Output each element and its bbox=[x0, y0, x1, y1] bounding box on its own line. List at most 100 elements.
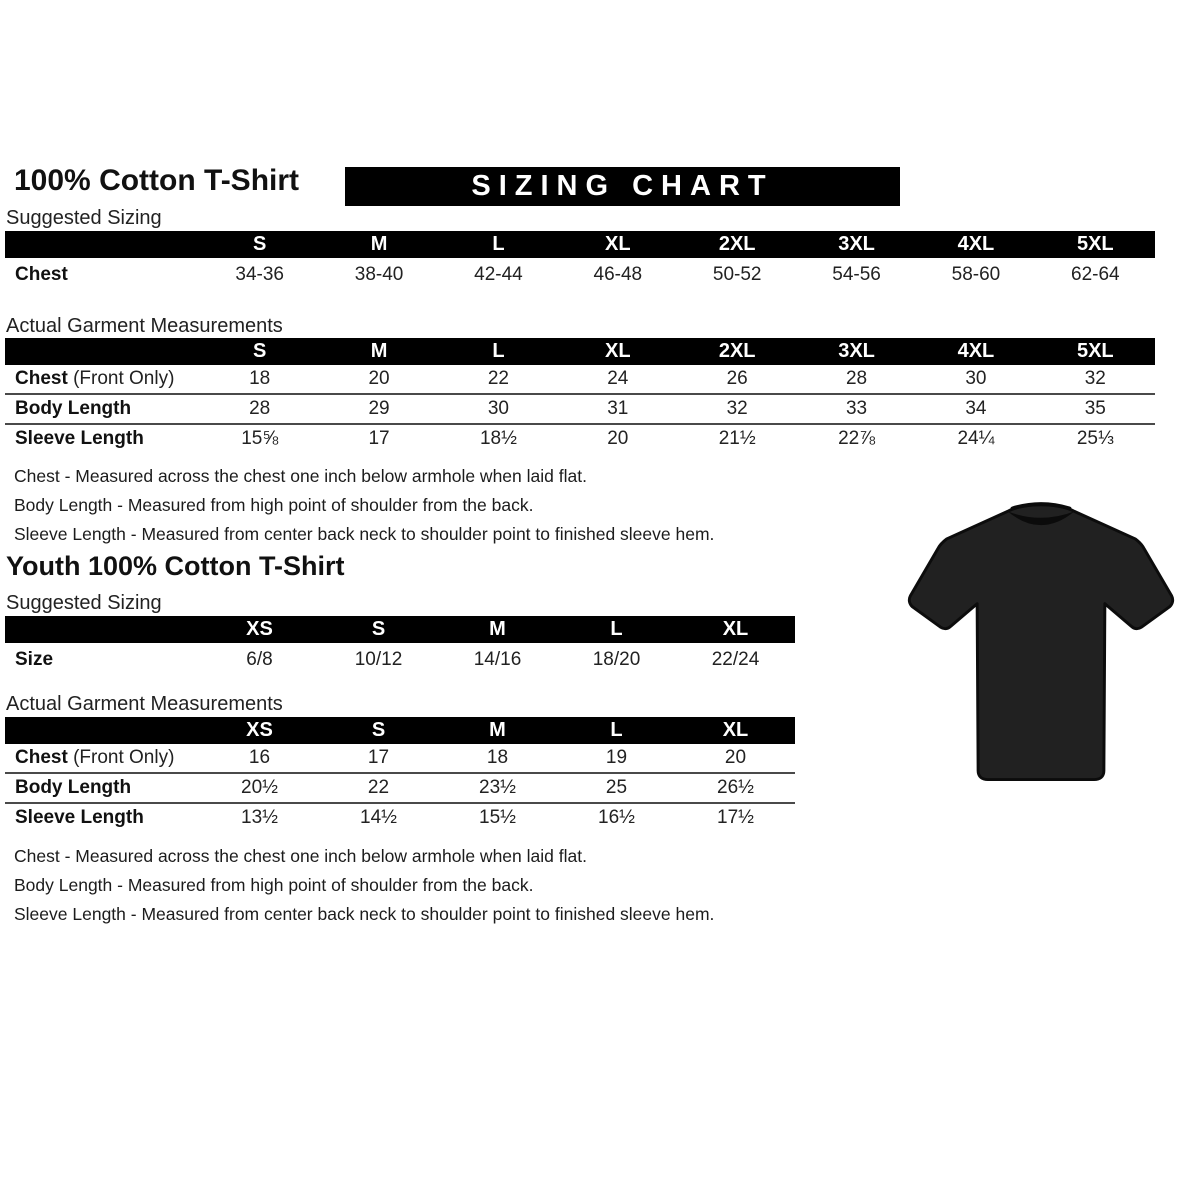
measurement-value: 16 bbox=[200, 744, 319, 774]
adult-suggested-heading: Suggested Sizing bbox=[6, 207, 162, 229]
youth-actual-table: XS S M L XL Chest (Front Only) 16 17 18 … bbox=[5, 717, 795, 832]
row-label-main: Chest bbox=[15, 747, 68, 768]
column-header-blank bbox=[5, 717, 200, 744]
measurement-value: 20 bbox=[607, 428, 629, 449]
measurement-value: 26½ bbox=[676, 773, 795, 804]
youth-actual-header-row: XS S M L XL bbox=[5, 717, 795, 744]
adult-chest-row: Chest (Front Only) 18 20 22 24 26 28 30 … bbox=[5, 365, 1155, 395]
measurement-note: Body Length - Measured from high point o… bbox=[14, 495, 534, 515]
measurement-value: 30 bbox=[916, 365, 1036, 395]
measurement-value: 21½ bbox=[718, 428, 756, 449]
adult-body-length-row: Body Length 28 29 30 31 32 33 34 35 bbox=[5, 394, 1155, 425]
measurement-value: 20½ bbox=[200, 773, 319, 804]
column-header: M bbox=[319, 338, 439, 365]
row-label-main: Chest bbox=[15, 368, 68, 389]
measurement-value: 17½ bbox=[717, 807, 754, 828]
column-header: M bbox=[319, 231, 439, 258]
adult-actual-header-row: S M L XL 2XL 3XL 4XL 5XL bbox=[5, 338, 1155, 365]
column-header: L bbox=[557, 717, 676, 744]
column-header: 3XL bbox=[796, 231, 917, 258]
column-header-blank bbox=[5, 231, 200, 258]
youth-suggested-heading: Suggested Sizing bbox=[6, 592, 162, 614]
measurement-value: 28 bbox=[796, 365, 917, 395]
row-label-suffix: (Front Only) bbox=[67, 368, 175, 389]
measurement-value: 35 bbox=[1035, 394, 1155, 425]
size-value: 50-52 bbox=[712, 264, 762, 285]
adult-measurement-notes: Chest - Measured across the chest one in… bbox=[14, 462, 714, 549]
youth-size-row: Size 6/8 10/12 14/16 18/20 22/24 bbox=[5, 643, 795, 677]
column-header: 4XL bbox=[916, 338, 1036, 365]
measurement-value: 20 bbox=[319, 365, 439, 395]
youth-measurement-notes: Chest - Measured across the chest one in… bbox=[14, 842, 714, 929]
measurement-value: 13½ bbox=[241, 807, 278, 828]
size-value: 34-36 bbox=[235, 264, 284, 285]
column-header: XL bbox=[558, 231, 678, 258]
youth-suggested-header-row: XS S M L XL bbox=[5, 616, 795, 643]
measurement-value: 17 bbox=[368, 428, 390, 449]
measurement-value: 25 bbox=[557, 773, 676, 804]
row-label: Chest (Front Only) bbox=[5, 744, 200, 774]
measurement-value: 15⅝ bbox=[241, 428, 279, 449]
column-header: 5XL bbox=[1035, 338, 1155, 365]
measurement-value: 33 bbox=[796, 394, 917, 425]
size-value: 54-56 bbox=[832, 264, 881, 285]
measurement-note: Sleeve Length - Measured from center bac… bbox=[14, 524, 715, 544]
tshirt-back-collar-line bbox=[1010, 502, 1072, 511]
size-value: 58-60 bbox=[951, 264, 1001, 285]
size-value: 14/16 bbox=[473, 649, 522, 670]
size-value: 10/12 bbox=[354, 649, 403, 670]
row-label: Body Length bbox=[5, 394, 200, 425]
measurement-value: 18 bbox=[438, 744, 557, 774]
measurement-value: 25⅓ bbox=[1076, 428, 1114, 449]
measurement-note: Body Length - Measured from high point o… bbox=[14, 875, 534, 895]
column-header-blank bbox=[5, 338, 200, 365]
measurement-value: 20 bbox=[676, 744, 795, 774]
size-value: 6/8 bbox=[246, 649, 273, 670]
column-header: S bbox=[319, 717, 438, 744]
size-value: 42-44 bbox=[474, 264, 523, 285]
size-value: 62-64 bbox=[1071, 264, 1120, 285]
column-header: 5XL bbox=[1035, 231, 1155, 258]
youth-body-length-row: Body Length 20½ 22 23½ 25 26½ bbox=[5, 773, 795, 804]
adult-suggested-table: S M L XL 2XL 3XL 4XL 5XL Chest 34-36 38-… bbox=[5, 231, 1155, 292]
measurement-value: 28 bbox=[200, 394, 320, 425]
sizing-chart-banner-label: SIZING CHART bbox=[471, 170, 774, 202]
measurement-value: 32 bbox=[677, 394, 797, 425]
tshirt-image bbox=[893, 478, 1189, 812]
column-header: XS bbox=[200, 616, 319, 643]
sizing-chart-banner: SIZING CHART bbox=[345, 167, 900, 206]
measurement-value: 24 bbox=[558, 365, 678, 395]
measurement-value: 18 bbox=[200, 365, 320, 395]
measurement-value: 22 bbox=[438, 365, 559, 395]
measurement-note: Sleeve Length - Measured from center bac… bbox=[14, 904, 715, 924]
measurement-value: 22 bbox=[319, 773, 438, 804]
measurement-value: 17 bbox=[319, 744, 438, 774]
adult-suggested-header-row: S M L XL 2XL 3XL 4XL 5XL bbox=[5, 231, 1155, 258]
row-label: Chest (Front Only) bbox=[5, 365, 200, 395]
column-header: S bbox=[200, 231, 320, 258]
measurement-value: 30 bbox=[438, 394, 559, 425]
tshirt-graphic bbox=[907, 502, 1175, 782]
column-header: L bbox=[438, 338, 559, 365]
column-header: 2XL bbox=[677, 338, 797, 365]
column-header: M bbox=[438, 717, 557, 744]
row-label-suffix: (Front Only) bbox=[67, 747, 175, 768]
measurement-value: 16½ bbox=[598, 807, 635, 828]
tshirt-collar-shape bbox=[1007, 511, 1075, 526]
column-header: S bbox=[200, 338, 320, 365]
column-header: 3XL bbox=[796, 338, 917, 365]
size-value: 22/24 bbox=[711, 649, 760, 670]
row-label: Sleeve Length bbox=[15, 807, 144, 828]
column-header: XL bbox=[676, 616, 795, 643]
adult-actual-heading: Actual Garment Measurements bbox=[6, 315, 283, 337]
youth-title: Youth 100% Cotton T-Shirt bbox=[6, 551, 345, 581]
adult-actual-table: S M L XL 2XL 3XL 4XL 5XL Chest (Front On… bbox=[5, 338, 1155, 453]
row-label: Sleeve Length bbox=[15, 428, 144, 449]
adult-chest-range-row: Chest 34-36 38-40 42-44 46-48 50-52 54-5… bbox=[5, 258, 1155, 292]
column-header-blank bbox=[5, 616, 200, 643]
measurement-value: 29 bbox=[319, 394, 439, 425]
size-value: 38-40 bbox=[354, 264, 404, 285]
column-header: XL bbox=[676, 717, 795, 744]
measurement-value: 31 bbox=[558, 394, 678, 425]
